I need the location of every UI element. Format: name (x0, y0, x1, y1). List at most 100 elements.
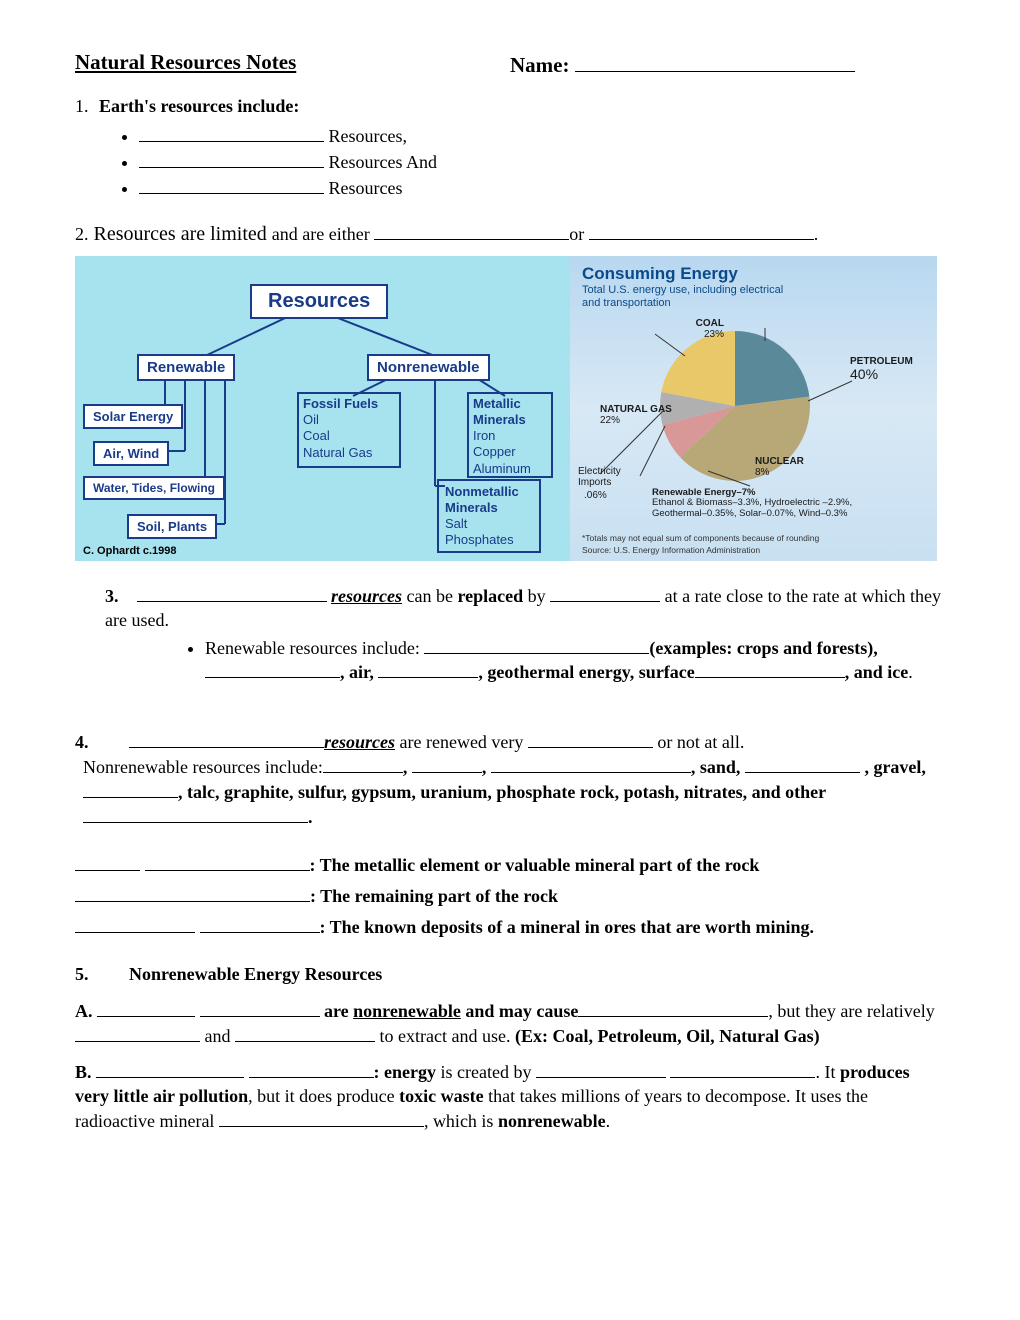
q3-replaced: replaced (457, 586, 523, 606)
pie-label-petroleum: PETROLEUM40% (850, 356, 913, 382)
fossil-border (297, 392, 401, 468)
fill-blank[interactable] (83, 779, 178, 798)
q5-b-t3: . It (815, 1062, 840, 1082)
q5-b-end: . (606, 1111, 611, 1131)
fill-blank[interactable] (589, 221, 814, 240)
tree-item: Water, Tides, Flowing (83, 476, 225, 500)
q4-def3: : The known deposits of a mineral in ore… (75, 914, 945, 939)
pie-label-imports: Electricity Imports (578, 466, 621, 488)
q5-a: A. are nonrenewable and may cause, but t… (75, 998, 945, 1049)
name-field: Name: (510, 50, 945, 78)
worksheet-page: Natural Resources Notes Name: 1. Earth's… (0, 0, 1020, 1173)
metallic-border (467, 392, 553, 478)
q2-num: 2. (75, 224, 89, 244)
pie-ng-name: NATURAL GAS (600, 404, 672, 415)
tree-root: Resources (250, 284, 388, 319)
fill-blank[interactable] (139, 149, 324, 168)
pie-imports-pct: .06% (584, 490, 607, 501)
header-row: Natural Resources Notes Name: (75, 50, 945, 78)
q4-t3: or not at all. (653, 732, 744, 752)
fill-blank[interactable] (550, 583, 660, 602)
fill-blank[interactable] (249, 1059, 374, 1078)
fill-blank[interactable] (235, 1023, 375, 1042)
pie-label-coal: COAL23% (644, 318, 724, 340)
q5-a-t5: and (200, 1026, 235, 1046)
q3-num: 3. (105, 586, 119, 606)
q3-geo: , geothermal energy, surface (478, 662, 694, 682)
q4-def2: : The remaining part of the rock (75, 883, 945, 908)
q5-a-t3: and may cause (461, 1001, 579, 1021)
fill-blank[interactable] (96, 1059, 244, 1078)
q3-sublead: Renewable resources include: (205, 638, 424, 658)
q1-item-suffix: Resources, (324, 126, 407, 146)
q5-num: 5. (75, 964, 89, 984)
q3-resources: resources (331, 586, 402, 606)
q3-t2: can be (402, 586, 457, 606)
fill-blank[interactable] (75, 1023, 200, 1042)
fill-blank[interactable] (374, 221, 569, 240)
name-label: Name: (510, 53, 575, 77)
pie-chart: Consuming Energy Total U.S. energy use, … (570, 256, 937, 561)
q3-ice: , and ice (845, 662, 909, 682)
fill-blank[interactable] (323, 754, 403, 773)
question-1: 1. Earth's resources include: (75, 96, 945, 117)
tree-item: Soil, Plants (127, 514, 217, 539)
q4-line2: Nonrenewable resources include:, , , san… (83, 754, 945, 830)
pie-footnote1: *Totals may not equal sum of components … (582, 533, 819, 544)
fill-blank[interactable] (745, 754, 860, 773)
fill-blank[interactable] (139, 123, 324, 142)
q1-item-suffix: Resources (324, 178, 402, 198)
q2-end: . (814, 224, 819, 244)
pie-renew-detail: Ethanol & Biomass–3.3%, Hydroelectric –2… (652, 497, 852, 518)
q4-def3-text: : The known deposits of a mineral in ore… (320, 917, 815, 937)
q4-l2a: Nonrenewable resources include: (83, 757, 323, 777)
fill-blank[interactable] (129, 729, 324, 748)
q3-crops: (examples: crops and forests), (649, 638, 877, 658)
resource-tree: Resources Renewable Nonrenewable Solar E… (75, 256, 570, 561)
q5-b-t8: , which is (424, 1111, 498, 1131)
fill-blank[interactable] (491, 754, 691, 773)
tree-item: Air, Wind (93, 441, 169, 466)
q4-def1-text: : The metallic element or valuable miner… (310, 855, 760, 875)
tree-renewable: Renewable (137, 354, 235, 381)
tree-item: Solar Energy (83, 404, 183, 429)
fill-blank[interactable] (75, 914, 195, 933)
fill-blank[interactable] (536, 1059, 666, 1078)
fill-blank[interactable] (205, 659, 340, 678)
pie-nuc-name: NUCLEAR (755, 456, 804, 467)
q2-or: or (569, 224, 589, 244)
fill-blank[interactable] (137, 583, 327, 602)
q5-a-ex: (Ex: Coal, Petroleum, Oil, Natural Gas) (515, 1026, 820, 1046)
fill-blank[interactable] (378, 659, 478, 678)
fill-blank[interactable] (200, 914, 320, 933)
fill-blank[interactable] (412, 754, 482, 773)
page-title: Natural Resources Notes (75, 50, 510, 78)
q5-b-t1: : energy (374, 1062, 436, 1082)
pie-nuc-pct: 8% (755, 467, 769, 478)
name-blank[interactable] (575, 50, 855, 72)
q1-num: 1. (75, 96, 89, 116)
fill-blank[interactable] (139, 175, 324, 194)
q1-item-suffix: Resources And (324, 152, 437, 172)
fill-blank[interactable] (528, 729, 653, 748)
tree-credit: C. Ophardt c.1998 (83, 545, 177, 557)
q5-b-t2: is created by (436, 1062, 536, 1082)
fill-blank[interactable] (578, 998, 768, 1017)
fill-blank[interactable] (200, 998, 320, 1017)
q4-gravel: , gravel, (860, 757, 926, 777)
fill-blank[interactable] (75, 883, 310, 902)
fill-blank[interactable] (219, 1108, 424, 1127)
fill-blank[interactable] (97, 998, 195, 1017)
question-2: 2. Resources are limited and are either … (75, 221, 945, 246)
fill-blank[interactable] (83, 804, 308, 823)
fill-blank[interactable] (145, 852, 310, 871)
q3-sub: Renewable resources include: (examples: … (205, 635, 945, 683)
q1-lead: Earth's resources include: (99, 96, 299, 116)
fill-blank[interactable] (75, 852, 140, 871)
q5-a-t1: are (320, 1001, 354, 1021)
fill-blank[interactable] (424, 635, 649, 654)
fill-blank[interactable] (695, 659, 845, 678)
q5-a-nonrenew: nonrenewable (353, 1001, 461, 1021)
fill-blank[interactable] (670, 1059, 815, 1078)
q5-b: B. : energy is created by . It produces … (75, 1059, 945, 1134)
